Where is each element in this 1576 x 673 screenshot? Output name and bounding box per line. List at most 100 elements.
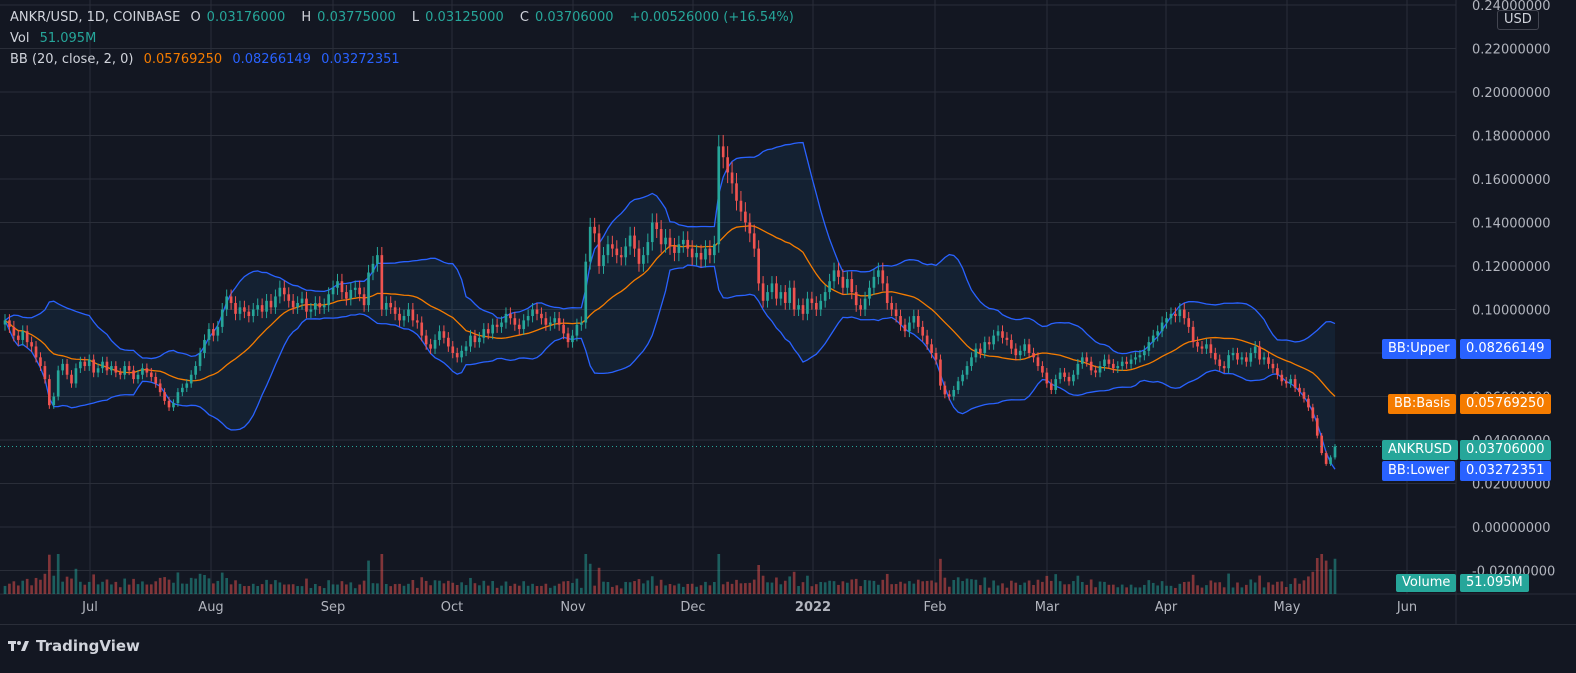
candle-body [287,294,291,301]
volume-bar [274,580,277,594]
volume-bar [189,577,193,594]
candle-body [101,361,104,369]
volume-bar [744,583,747,594]
candle-body [269,300,273,308]
candle-body [176,392,180,404]
volume-bar [717,554,721,594]
volume-bar [478,585,481,594]
volume-bar [1182,582,1186,594]
candle-body [1120,361,1124,367]
candle-body [167,400,171,408]
volume-bar [172,582,175,594]
volume-bar [1298,583,1301,594]
candle-body [699,252,703,260]
volume-bar [464,585,468,594]
candle-body [544,318,548,325]
candle-body [74,368,78,384]
candle-body [1143,350,1146,356]
candle-body [469,335,472,347]
candle-body [70,374,73,384]
x-tick-label: Aug [198,600,223,615]
candle-body [509,313,512,319]
symbol-label[interactable]: ANKR/USD, 1D, COINBASE [10,10,181,25]
volume-bar [207,578,211,594]
volume-bar [318,586,322,594]
volume-bar [118,587,122,594]
volume-bar [699,585,703,594]
volume-bar [1023,582,1026,594]
volume-bar [930,580,933,594]
candle-body [846,279,849,288]
volume-bar [291,584,295,594]
x-tick-label: Jul [81,600,98,615]
candle-body [575,324,579,336]
candle-body [1289,379,1292,384]
volume-bar [278,582,282,594]
volume-bar [1267,582,1270,594]
volume-bar [1205,585,1208,594]
volume-bar [123,578,127,594]
candle-body [216,326,220,336]
volume-bar [823,582,827,594]
volume-bar [402,585,406,594]
volume-bar [872,580,876,594]
candle-body [256,305,260,310]
volume-bar [806,575,809,594]
candle-body [207,329,211,340]
volume-bar [761,575,765,594]
volume-bar [912,583,916,594]
tradingview-logo[interactable]: TradingView [8,637,140,655]
candle-body [1200,346,1204,349]
volume-bar [136,584,140,594]
volume-bar [637,579,641,594]
volume-bar [482,580,486,594]
candle-body [659,229,663,245]
volume-bar [39,579,42,594]
candle-body [615,248,619,256]
volume-bar [1160,581,1164,594]
candle-body [1329,457,1332,464]
volume-bar [1320,554,1324,594]
bb-legend[interactable]: BB (20, close, 2, 0) 0.05769250 0.082661… [10,52,406,67]
volume-bar [553,585,557,594]
volume-bar [841,581,845,594]
candle-body [1018,350,1022,356]
high-value: H 0.03775000 [301,10,396,25]
candle-body [557,318,561,325]
candle-body [376,255,379,264]
candle-body [1302,392,1306,399]
candle-body [961,374,964,382]
footer-bar: TradingView [0,624,1576,673]
volume-bar [704,581,707,594]
candle-body [52,396,56,406]
volume-bar [1010,580,1013,594]
currency-button[interactable]: USD [1497,10,1539,30]
volume-bar [650,576,654,594]
candle-body [411,309,415,321]
candle-body [965,366,969,375]
y-tick-label: 0.22000000 [1472,43,1551,58]
volume-bar [65,576,69,594]
volume-bar [708,585,712,594]
volume-bar [1151,582,1155,594]
volume-bar [247,585,251,594]
candle-body [894,309,898,317]
candle-body [362,294,366,306]
volume-bar [611,586,614,594]
volume-bar [358,584,361,594]
candle-body [801,305,805,314]
candle-body [149,372,153,377]
volume-legend[interactable]: Vol 51.095M [10,31,102,46]
candle-body [908,322,911,332]
candle-body [460,350,463,358]
volume-bar [1147,580,1151,594]
bb-lower-line [4,264,1336,470]
x-tick-label: Oct [441,600,463,615]
volume-bar [83,584,87,594]
candle-body [624,246,627,258]
candle-body [340,281,344,293]
candle-body [234,302,237,314]
volume-bar [730,583,734,594]
candle-body [1227,355,1230,369]
